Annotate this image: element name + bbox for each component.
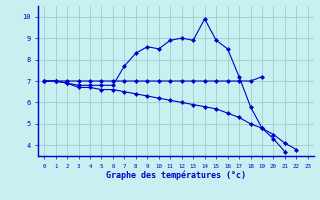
X-axis label: Graphe des températures (°c): Graphe des températures (°c) [106,170,246,180]
